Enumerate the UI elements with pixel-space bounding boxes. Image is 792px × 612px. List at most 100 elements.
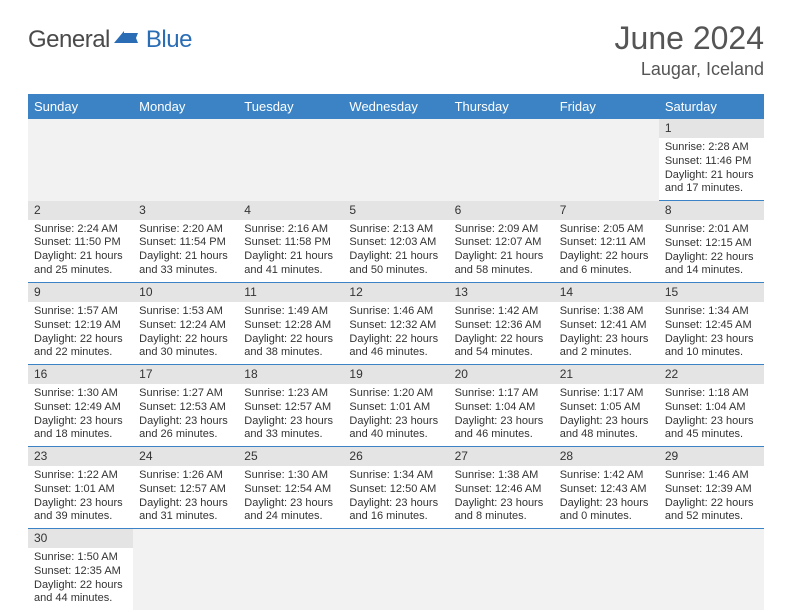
day-number: 1	[659, 119, 764, 138]
day-details: Sunrise: 1:53 AMSunset: 12:24 AMDaylight…	[133, 302, 238, 364]
day-detail-line: and 0 minutes.	[560, 510, 653, 524]
day-detail-line: Sunset: 12:54 AM	[244, 483, 337, 497]
weekday-header: Friday	[554, 94, 659, 119]
day-detail-line: and 17 minutes.	[665, 182, 758, 196]
flag-icon	[114, 29, 142, 52]
day-details: Sunrise: 1:57 AMSunset: 12:19 AMDaylight…	[28, 302, 133, 364]
day-detail-line: and 58 minutes.	[455, 264, 548, 278]
day-number: 7	[554, 201, 659, 220]
day-detail-line: Sunset: 12:35 AM	[34, 565, 127, 579]
day-detail-line: Daylight: 22 hours	[34, 579, 127, 593]
day-detail-line: Sunrise: 1:20 AM	[349, 387, 442, 401]
day-detail-line: Sunrise: 1:46 AM	[349, 305, 442, 319]
day-detail-line: and 39 minutes.	[34, 510, 127, 524]
calendar-day-cell: 23Sunrise: 1:22 AMSunset: 1:01 AMDayligh…	[28, 447, 133, 529]
day-detail-line: Sunrise: 2:20 AM	[139, 223, 232, 237]
day-detail-line: Sunrise: 2:01 AM	[665, 223, 758, 237]
calendar-day-cell: 3Sunrise: 2:20 AMSunset: 11:54 PMDayligh…	[133, 201, 238, 283]
calendar-day-cell: 9Sunrise: 1:57 AMSunset: 12:19 AMDayligh…	[28, 283, 133, 365]
calendar-week-row: 30Sunrise: 1:50 AMSunset: 12:35 AMDaylig…	[28, 529, 764, 611]
day-details: Sunrise: 1:42 AMSunset: 12:43 AMDaylight…	[554, 466, 659, 528]
calendar-day-cell: 29Sunrise: 1:46 AMSunset: 12:39 AMDaylig…	[659, 447, 764, 529]
day-detail-line: Daylight: 21 hours	[665, 169, 758, 183]
day-detail-line: and 45 minutes.	[665, 428, 758, 442]
calendar-day-cell: 19Sunrise: 1:20 AMSunset: 1:01 AMDayligh…	[343, 365, 448, 447]
day-detail-line: and 24 minutes.	[244, 510, 337, 524]
day-details: Sunrise: 1:27 AMSunset: 12:53 AMDaylight…	[133, 384, 238, 446]
day-number: 29	[659, 447, 764, 466]
day-detail-line: Sunrise: 1:57 AM	[34, 305, 127, 319]
calendar-day-cell: 5Sunrise: 2:13 AMSunset: 12:03 AMDayligh…	[343, 201, 448, 283]
calendar-day-cell	[133, 529, 238, 611]
day-number: 27	[449, 447, 554, 466]
day-detail-line: Sunrise: 1:17 AM	[560, 387, 653, 401]
day-detail-line: Daylight: 23 hours	[665, 333, 758, 347]
day-detail-line: Daylight: 21 hours	[349, 250, 442, 264]
day-detail-line: Sunset: 12:19 AM	[34, 319, 127, 333]
day-detail-line: Sunset: 12:43 AM	[560, 483, 653, 497]
day-detail-line: Sunrise: 1:30 AM	[244, 469, 337, 483]
day-detail-line: Sunrise: 1:42 AM	[560, 469, 653, 483]
day-detail-line: and 50 minutes.	[349, 264, 442, 278]
calendar-day-cell: 2 Sunrise: 2:24 AMSunset: 11:50 PMDayligh…	[28, 201, 133, 283]
day-detail-line: Daylight: 23 hours	[560, 497, 653, 511]
weekday-header: Saturday	[659, 94, 764, 119]
day-detail-line: and 40 minutes.	[349, 428, 442, 442]
day-number: 3	[133, 201, 238, 220]
day-details: Sunrise: 1:30 AMSunset: 12:49 AMDaylight…	[28, 384, 133, 446]
day-detail-line: Sunset: 12:41 AM	[560, 319, 653, 333]
day-detail-line: Sunrise: 1:17 AM	[455, 387, 548, 401]
calendar-day-cell: 17Sunrise: 1:27 AMSunset: 12:53 AMDaylig…	[133, 365, 238, 447]
calendar-day-cell: 12Sunrise: 1:46 AMSunset: 12:32 AMDaylig…	[343, 283, 448, 365]
day-detail-line: and 8 minutes.	[455, 510, 548, 524]
calendar-day-cell: 24Sunrise: 1:26 AMSunset: 12:57 AMDaylig…	[133, 447, 238, 529]
day-number: 19	[343, 365, 448, 384]
day-detail-line: and 33 minutes.	[139, 264, 232, 278]
month-title: June 2024	[615, 20, 764, 57]
day-detail-line: Sunset: 12:39 AM	[665, 483, 758, 497]
day-details: Sunrise: 1:30 AMSunset: 12:54 AMDaylight…	[238, 466, 343, 528]
calendar-day-cell	[238, 119, 343, 201]
weekday-header: Monday	[133, 94, 238, 119]
day-details: Sunrise: 1:17 AMSunset: 1:05 AMDaylight:…	[554, 384, 659, 446]
day-details: Sunrise: 1:23 AMSunset: 12:57 AMDaylight…	[238, 384, 343, 446]
day-detail-line: Sunset: 12:50 AM	[349, 483, 442, 497]
day-detail-line: Sunset: 11:50 PM	[34, 236, 127, 250]
day-details: Sunrise: 1:34 AMSunset: 12:45 AMDaylight…	[659, 302, 764, 364]
calendar-day-cell: 18Sunrise: 1:23 AMSunset: 12:57 AMDaylig…	[238, 365, 343, 447]
calendar-day-cell	[133, 119, 238, 201]
day-detail-line: Sunset: 12:45 AM	[665, 319, 758, 333]
day-details: Sunrise: 1:50 AMSunset: 12:35 AMDaylight…	[28, 548, 133, 610]
day-detail-line: and 26 minutes.	[139, 428, 232, 442]
day-number: 2	[28, 201, 133, 220]
day-detail-line: Daylight: 21 hours	[34, 250, 127, 264]
location: Laugar, Iceland	[615, 59, 764, 80]
calendar-week-row: 23Sunrise: 1:22 AMSunset: 1:01 AMDayligh…	[28, 447, 764, 529]
day-details: Sunrise: 1:18 AMSunset: 1:04 AMDaylight:…	[659, 384, 764, 446]
day-details: Sunrise: 1:49 AMSunset: 12:28 AMDaylight…	[238, 302, 343, 364]
day-details: Sunrise: 1:26 AMSunset: 12:57 AMDaylight…	[133, 466, 238, 528]
calendar-week-row: 9Sunrise: 1:57 AMSunset: 12:19 AMDayligh…	[28, 283, 764, 365]
calendar-day-cell: 15Sunrise: 1:34 AMSunset: 12:45 AMDaylig…	[659, 283, 764, 365]
day-detail-line: and 25 minutes.	[34, 264, 127, 278]
day-details: Sunrise: 1:17 AMSunset: 1:04 AMDaylight:…	[449, 384, 554, 446]
day-detail-line: Sunrise: 1:34 AM	[665, 305, 758, 319]
weekday-header: Tuesday	[238, 94, 343, 119]
day-number: 17	[133, 365, 238, 384]
day-detail-line: Daylight: 22 hours	[139, 333, 232, 347]
day-number: 8	[659, 201, 764, 220]
day-detail-line: Sunrise: 1:38 AM	[455, 469, 548, 483]
day-detail-line: Daylight: 21 hours	[455, 250, 548, 264]
day-detail-line: Sunrise: 1:26 AM	[139, 469, 232, 483]
day-number: 22	[659, 365, 764, 384]
day-detail-line: Sunrise: 2:24 AM	[34, 223, 127, 237]
day-detail-line: and 44 minutes.	[34, 592, 127, 606]
day-detail-line: Sunrise: 1:22 AM	[34, 469, 127, 483]
day-detail-line: Sunset: 12:07 AM	[455, 236, 548, 250]
day-detail-line: Sunrise: 1:46 AM	[665, 469, 758, 483]
day-detail-line: Daylight: 23 hours	[244, 415, 337, 429]
day-detail-line: Sunset: 1:04 AM	[665, 401, 758, 415]
day-detail-line: and 48 minutes.	[560, 428, 653, 442]
calendar-day-cell: 6Sunrise: 2:09 AMSunset: 12:07 AMDayligh…	[449, 201, 554, 283]
logo: General Blue	[28, 26, 192, 54]
